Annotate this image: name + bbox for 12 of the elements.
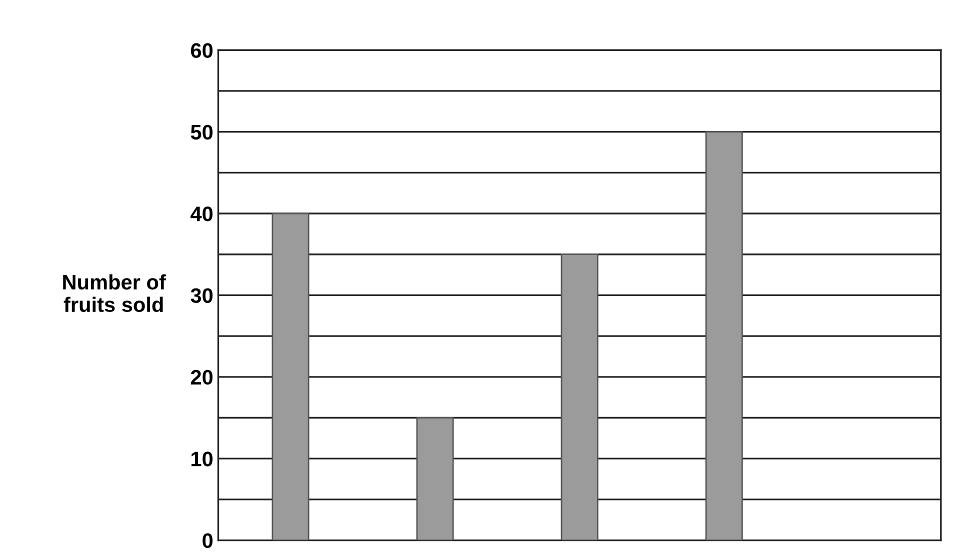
y-tick-label: 20 xyxy=(190,370,213,385)
bar xyxy=(560,254,598,540)
y-tick-label: 10 xyxy=(192,452,213,466)
y-tick-label: 0 xyxy=(202,533,213,548)
y-axis-title: Number of fruits sold xyxy=(63,274,166,312)
bar xyxy=(705,131,743,540)
y-tick-label: 30 xyxy=(190,288,213,303)
bar xyxy=(416,417,454,540)
y-tick-label: 50 xyxy=(190,124,213,140)
y-tick-label: 40 xyxy=(190,206,213,222)
y-tick-label: 60 xyxy=(190,43,213,58)
bar xyxy=(272,212,310,540)
